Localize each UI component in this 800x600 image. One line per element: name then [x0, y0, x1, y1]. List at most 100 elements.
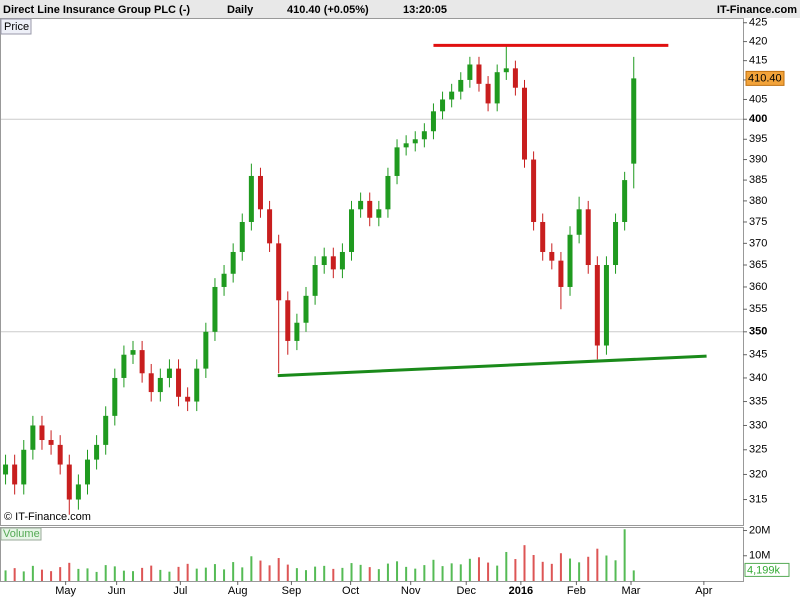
candle-body: [394, 147, 400, 176]
header-bar: [0, 0, 800, 18]
candle-body: [203, 331, 209, 369]
volume-bar: [550, 563, 553, 581]
volume-bar: [368, 567, 371, 581]
v-tick-label: 10M: [749, 550, 770, 562]
time: 13:20:05: [403, 4, 447, 16]
volume-bar: [213, 564, 216, 581]
volume-bar: [132, 571, 135, 581]
price-panel: [0, 18, 744, 526]
candle-body: [48, 440, 54, 445]
candle-body: [330, 256, 336, 270]
volume-bar: [122, 570, 125, 581]
candle-body: [603, 265, 609, 346]
candle-body: [276, 243, 282, 301]
candle-body: [412, 139, 418, 144]
candle-body: [121, 354, 127, 378]
last-volume-box: [744, 562, 790, 577]
brand: IT-Finance.com: [717, 4, 797, 16]
volume-bar: [40, 569, 43, 581]
volume-bar: [150, 565, 153, 581]
y-tick-label: 360: [749, 281, 767, 293]
x-tick-label: Nov: [401, 585, 421, 597]
candle-body: [449, 91, 455, 100]
volume-bar: [532, 555, 535, 581]
volume-bar: [432, 559, 435, 581]
y-tick-label: 315: [749, 493, 767, 505]
x-tick-label: Jun: [108, 585, 126, 597]
volume-bar: [141, 567, 144, 581]
last-price-label: 410.40: [748, 72, 782, 84]
candle-body: [166, 368, 172, 378]
candle-body: [367, 200, 373, 218]
candle-body: [12, 464, 18, 485]
candle-body: [294, 322, 300, 341]
y-tick-label: 415: [749, 55, 767, 67]
volume-bar: [405, 566, 408, 581]
candle-body: [139, 350, 145, 374]
candle-body: [66, 464, 72, 500]
volume-bar: [204, 567, 207, 581]
candle-body: [476, 64, 482, 84]
y-tick-label: 350: [749, 326, 767, 338]
volume-bar: [623, 529, 626, 581]
volume-bar: [168, 571, 171, 581]
volume-bar: [514, 559, 517, 581]
volume-bar: [596, 548, 599, 581]
volume-bar: [68, 562, 71, 581]
volume-bar: [450, 563, 453, 581]
volume-bar: [323, 565, 326, 581]
volume-bar: [304, 570, 307, 581]
x-tick-label: Feb: [567, 585, 586, 597]
volume-bar: [578, 562, 581, 581]
x-tick-label: 2016: [509, 585, 533, 597]
volume-bar: [396, 561, 399, 581]
volume-bar: [350, 563, 353, 581]
volume-bar: [523, 545, 526, 581]
volume-bar: [177, 566, 180, 581]
y-tick-label: 390: [749, 153, 767, 165]
y-tick-label: 340: [749, 372, 767, 384]
candle-body: [549, 251, 555, 261]
candle-body: [194, 368, 200, 402]
candle-body: [540, 221, 546, 252]
volume-bar: [505, 551, 508, 581]
candle-body: [631, 78, 637, 164]
volume-bar: [541, 561, 544, 581]
volume-bar: [22, 571, 25, 581]
volume-bar: [77, 568, 80, 581]
volume-tag: Volume: [3, 528, 40, 540]
title: Direct Line Insurance Group PLC (-): [3, 4, 190, 16]
candle-body: [30, 425, 36, 450]
copyright: © IT-Finance.com: [4, 511, 91, 523]
x-tick-label: Aug: [228, 585, 248, 597]
candle-body: [339, 251, 345, 270]
y-tick-label: 370: [749, 237, 767, 249]
y-tick-label: 345: [749, 349, 767, 361]
candle-body: [567, 234, 573, 287]
candle-body: [622, 180, 628, 222]
volume-panel: [0, 527, 744, 582]
volume-bar: [159, 569, 162, 581]
volume-bar: [259, 560, 262, 581]
candle-body: [421, 131, 427, 140]
volume-bar: [241, 567, 244, 581]
price-tag-box: [0, 18, 32, 35]
volume-bar: [468, 558, 471, 581]
volume-bar: [268, 565, 271, 581]
candle-body: [221, 273, 227, 287]
volume-bar: [13, 568, 16, 581]
candle-body: [3, 464, 9, 475]
candle-body: [94, 444, 100, 460]
y-tick-label: 355: [749, 303, 767, 315]
candle-body: [312, 265, 318, 296]
volume-bar: [314, 566, 317, 581]
candle-body: [430, 111, 436, 132]
v-tick-label: 20M: [749, 524, 770, 536]
candle-body: [385, 175, 391, 210]
candle-body: [285, 300, 291, 341]
x-tick-label: Apr: [695, 585, 712, 597]
y-tick-label: 365: [749, 259, 767, 271]
candle-body: [531, 159, 537, 222]
volume-bar: [377, 569, 380, 581]
